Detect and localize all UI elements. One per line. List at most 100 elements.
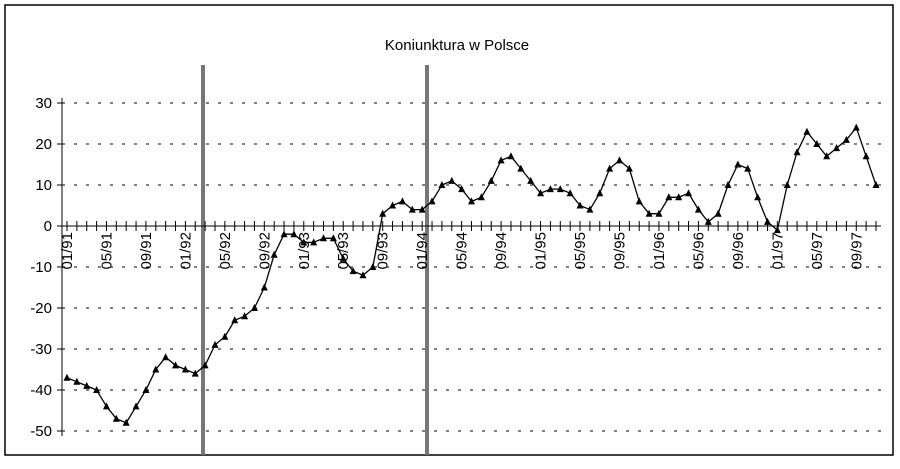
data-point <box>231 316 239 324</box>
data-point <box>862 152 870 160</box>
data-point <box>162 353 170 361</box>
data-point <box>221 332 229 340</box>
x-tick-label: 05/96 <box>690 232 707 270</box>
data-point <box>714 209 722 217</box>
y-tick-label: 0 <box>44 218 52 235</box>
y-tick-label: -40 <box>30 382 52 399</box>
data-point <box>310 238 318 246</box>
data-point <box>803 127 811 135</box>
x-tick-label: 05/93 <box>335 232 352 270</box>
data-point <box>172 361 180 369</box>
data-point <box>665 193 673 201</box>
data-point <box>606 164 614 172</box>
x-tick-label: 09/91 <box>138 232 155 270</box>
x-tick-label: 01/92 <box>177 232 194 270</box>
data-point <box>201 361 209 369</box>
data-point <box>152 365 160 373</box>
data-point <box>349 267 357 275</box>
data-point <box>112 414 120 422</box>
data-point <box>93 386 101 393</box>
x-tick-label: 05/95 <box>572 232 589 270</box>
data-point <box>280 230 288 238</box>
data-point <box>734 160 742 168</box>
y-tick-label: 20 <box>35 136 52 153</box>
data-point <box>754 193 762 201</box>
data-point <box>517 164 525 172</box>
data-point <box>842 135 850 143</box>
data-point <box>813 140 821 147</box>
data-point <box>300 238 308 246</box>
data-point <box>635 197 643 205</box>
data-point <box>487 176 495 184</box>
data-point <box>763 217 771 225</box>
x-tick-label: 01/96 <box>651 232 668 270</box>
x-tick-label: 05/97 <box>809 232 826 270</box>
data-point <box>852 123 860 131</box>
data-point <box>142 386 150 393</box>
x-tick-label: 09/92 <box>256 232 273 270</box>
data-point <box>132 402 140 410</box>
data-point <box>704 217 712 225</box>
x-tick-label: 09/96 <box>730 232 747 270</box>
x-tick-label: 09/93 <box>375 232 392 270</box>
data-point <box>675 193 683 201</box>
data-point <box>537 189 545 197</box>
data-line <box>66 126 877 424</box>
data-point <box>458 185 466 193</box>
x-tick-label: 01/95 <box>533 232 550 270</box>
data-point <box>379 209 387 217</box>
y-tick-label: -20 <box>30 300 52 317</box>
data-point <box>615 156 623 164</box>
data-point <box>320 234 328 242</box>
data-point <box>270 250 278 258</box>
data-point <box>359 271 367 279</box>
data-point <box>596 189 604 197</box>
data-point <box>250 304 258 311</box>
data-point <box>586 205 594 213</box>
data-point <box>655 209 663 217</box>
data-point <box>191 369 199 377</box>
data-point <box>645 209 653 217</box>
x-tick-label: 01/97 <box>769 232 786 270</box>
x-tick-label: 01/94 <box>414 232 431 270</box>
x-tick-label: 01/93 <box>296 232 313 270</box>
data-point <box>793 148 801 156</box>
data-point <box>773 226 781 234</box>
data-point <box>527 176 535 184</box>
data-point <box>576 201 584 209</box>
data-point <box>329 234 337 242</box>
x-tick-label: 09/94 <box>493 232 510 270</box>
x-tick-label: 05/94 <box>454 232 471 270</box>
x-tick-label: 01/91 <box>59 232 76 270</box>
data-point <box>181 365 189 373</box>
x-tick-label: 09/97 <box>848 232 865 270</box>
data-point <box>418 205 426 213</box>
data-point <box>73 377 81 385</box>
y-tick-label: -30 <box>30 341 52 358</box>
data-point <box>724 181 732 188</box>
x-tick-label: 05/91 <box>98 232 115 270</box>
x-tick-label: 05/92 <box>217 232 234 270</box>
data-point <box>823 152 831 160</box>
data-point <box>83 381 91 389</box>
data-point <box>408 205 416 213</box>
y-tick-label: -50 <box>30 423 52 440</box>
data-point <box>546 185 554 193</box>
data-point <box>468 197 475 205</box>
data-point <box>428 197 436 205</box>
data-point <box>872 181 880 188</box>
chart-title: Koniunktura w Polsce <box>385 37 529 54</box>
data-point <box>389 201 397 209</box>
data-point <box>241 312 249 320</box>
data-point <box>260 283 268 291</box>
data-point <box>833 144 841 152</box>
data-point <box>63 373 71 381</box>
y-tick-label: -10 <box>30 259 52 276</box>
y-tick-label: 10 <box>35 177 52 194</box>
data-point <box>744 164 752 172</box>
y-tick-label: 30 <box>35 95 52 112</box>
data-point <box>625 164 633 172</box>
data-point <box>211 340 219 348</box>
data-point <box>102 402 110 410</box>
